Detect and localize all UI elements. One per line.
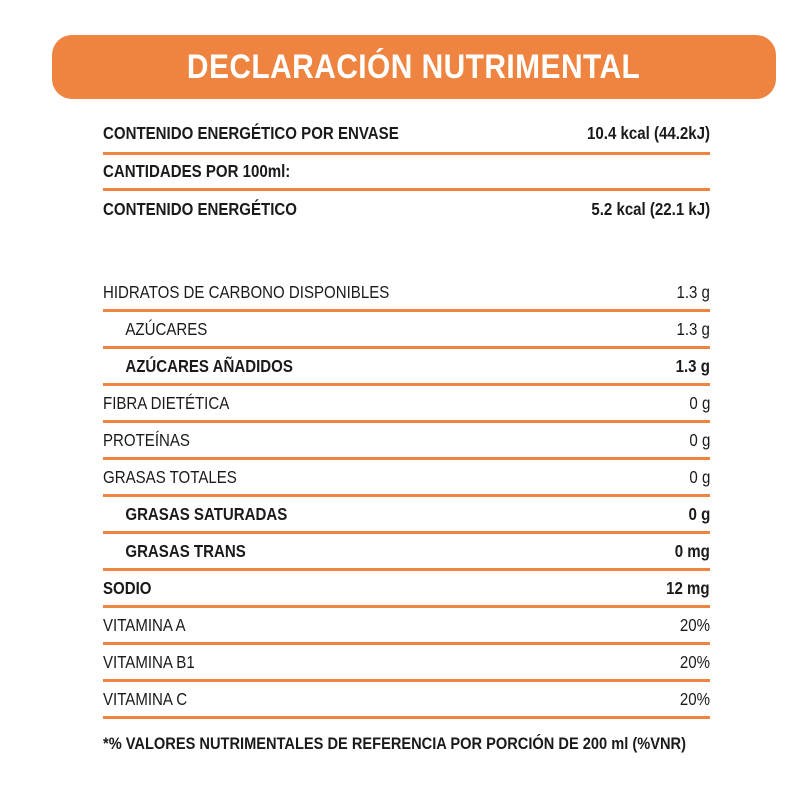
row-value: 1.3 g — [676, 318, 710, 339]
row-label: VITAMINA A — [103, 614, 186, 635]
row-label: HIDRATOS DE CARBONO DISPONIBLES — [103, 281, 390, 302]
row-label: AZÚCARES — [125, 318, 208, 339]
table-row-energy-per-package: CONTENIDO ENERGÉTICO POR ENVASE 10.4 kca… — [103, 115, 710, 155]
row-label: GRASAS TRANS — [125, 540, 246, 561]
table-row-carbohydrates: HIDRATOS DE CARBONO DISPONIBLES 1.3 g — [103, 275, 710, 312]
row-label: VITAMINA C — [103, 688, 188, 709]
row-label: AZÚCARES AÑADIDOS — [125, 355, 293, 376]
table-row-vitamin-b1: VITAMINA B1 20% — [103, 645, 710, 682]
row-value: 0 g — [689, 429, 710, 450]
row-value: 0 g — [688, 503, 710, 524]
table-row-total-fat: GRASAS TOTALES 0 g — [103, 460, 710, 497]
table-row-proteins: PROTEÍNAS 0 g — [103, 423, 710, 460]
table-row-dietary-fiber: FIBRA DIETÉTICA 0 g — [103, 386, 710, 423]
row-value: 12 mg — [666, 577, 710, 598]
row-value: 20% — [679, 651, 710, 672]
row-label: GRASAS TOTALES — [103, 466, 237, 487]
row-label: CANTIDADES POR 100ml: — [103, 161, 291, 181]
table-row-sodium: SODIO 12 mg — [103, 571, 710, 608]
row-value: 10.4 kcal (44.2kJ) — [586, 123, 710, 143]
table-row-sugars: AZÚCARES 1.3 g — [103, 312, 710, 349]
row-value: 5.2 kcal (22.1 kJ) — [591, 198, 710, 219]
table-row-saturated-fat: GRASAS SATURADAS 0 g — [103, 497, 710, 534]
table-row-energy-content: CONTENIDO ENERGÉTICO 5.2 kcal (22.1 kJ) — [103, 191, 710, 227]
table-row-trans-fat: GRASAS TRANS 0 mg — [103, 534, 710, 571]
page-title: DECLARACIÓN NUTRIMENTAL — [187, 47, 641, 86]
nutrition-table: CONTENIDO ENERGÉTICO POR ENVASE 10.4 kca… — [103, 115, 710, 719]
row-label: FIBRA DIETÉTICA — [103, 392, 230, 413]
table-spacer — [103, 227, 710, 275]
table-row-amounts-per-100ml: CANTIDADES POR 100ml: — [103, 155, 710, 191]
footnote: *% VALORES NUTRIMENTALES DE REFERENCIA P… — [103, 734, 710, 754]
footnote-text: *% VALORES NUTRIMENTALES DE REFERENCIA P… — [103, 734, 686, 753]
row-label: GRASAS SATURADAS — [125, 503, 288, 524]
row-label: CONTENIDO ENERGÉTICO — [103, 198, 297, 219]
table-row-vitamin-a: VITAMINA A 20% — [103, 608, 710, 645]
row-value: 1.3 g — [676, 281, 710, 302]
row-value: 20% — [679, 614, 710, 635]
table-row-vitamin-c: VITAMINA C 20% — [103, 682, 710, 719]
row-value: 0 g — [689, 392, 710, 413]
row-value: 0 mg — [674, 540, 710, 561]
row-label: PROTEÍNAS — [103, 429, 190, 450]
row-value: 1.3 g — [675, 355, 710, 376]
title-banner: DECLARACIÓN NUTRIMENTAL — [52, 35, 776, 99]
row-label: VITAMINA B1 — [103, 651, 195, 672]
row-value: 0 g — [689, 466, 710, 487]
row-label: SODIO — [103, 577, 152, 598]
row-value: 20% — [679, 688, 710, 709]
table-row-added-sugars: AZÚCARES AÑADIDOS 1.3 g — [103, 349, 710, 386]
row-label: CONTENIDO ENERGÉTICO POR ENVASE — [103, 123, 399, 143]
